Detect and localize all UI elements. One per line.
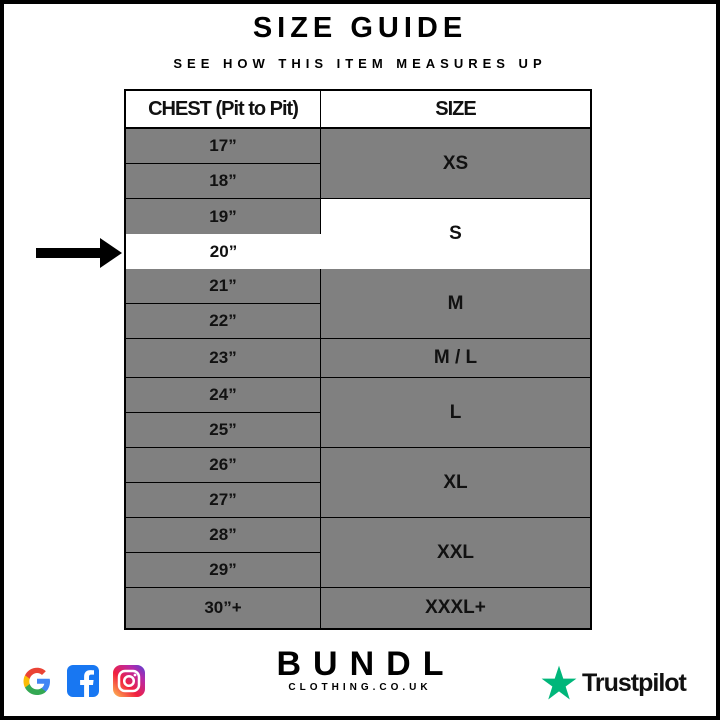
chest-cell: 23”: [126, 339, 321, 378]
header-size: SIZE: [321, 91, 590, 129]
size-cell: XXL: [321, 518, 590, 588]
brand-name: BUNDL: [276, 645, 456, 683]
chest-cell: 28”: [126, 518, 321, 553]
trustpilot-label: Trustpilot: [582, 668, 687, 697]
chest-cell: 26”: [126, 448, 321, 483]
chest-cell-highlighted: 20”: [126, 234, 321, 269]
arrow-right-icon: [36, 238, 122, 268]
google-icon[interactable]: [20, 664, 54, 698]
size-cell: M: [321, 269, 590, 339]
chest-cell: 22”: [126, 304, 321, 339]
chest-cell: 25”: [126, 413, 321, 448]
trustpilot-logo[interactable]: Trustpilot: [540, 664, 687, 702]
page-title: SIZE GUIDE: [252, 12, 468, 44]
facebook-icon[interactable]: [66, 664, 100, 698]
chest-cell: 18”: [126, 164, 321, 199]
trustpilot-star-icon: [541, 665, 577, 700]
chest-cell: 30”+: [126, 588, 321, 628]
page-subtitle: SEE HOW THIS ITEM MEASURES UP: [173, 56, 547, 71]
chest-cell: 19”: [126, 199, 321, 234]
chest-cell: 21”: [126, 269, 321, 304]
size-cell: XXXL+: [321, 588, 590, 628]
size-cell: M / L: [321, 339, 590, 378]
chest-cell: 17”: [126, 129, 321, 164]
size-table: CHEST (Pit to Pit) SIZE 17” 18” 19” 20” …: [124, 89, 592, 630]
chest-cell: 27”: [126, 483, 321, 518]
brand-logo: BUNDL CLOTHING.CO.UK: [260, 646, 460, 693]
size-cell: XL: [321, 448, 590, 518]
chest-cell: 29”: [126, 553, 321, 588]
size-cell-highlighted: S: [321, 199, 590, 269]
chest-cell: 24”: [126, 378, 321, 413]
size-cell: XS: [321, 129, 590, 199]
brand-domain: CLOTHING.CO.UK: [288, 682, 432, 693]
instagram-icon[interactable]: [112, 664, 146, 698]
size-cell: L: [321, 378, 590, 448]
header-chest: CHEST (Pit to Pit): [126, 91, 321, 129]
